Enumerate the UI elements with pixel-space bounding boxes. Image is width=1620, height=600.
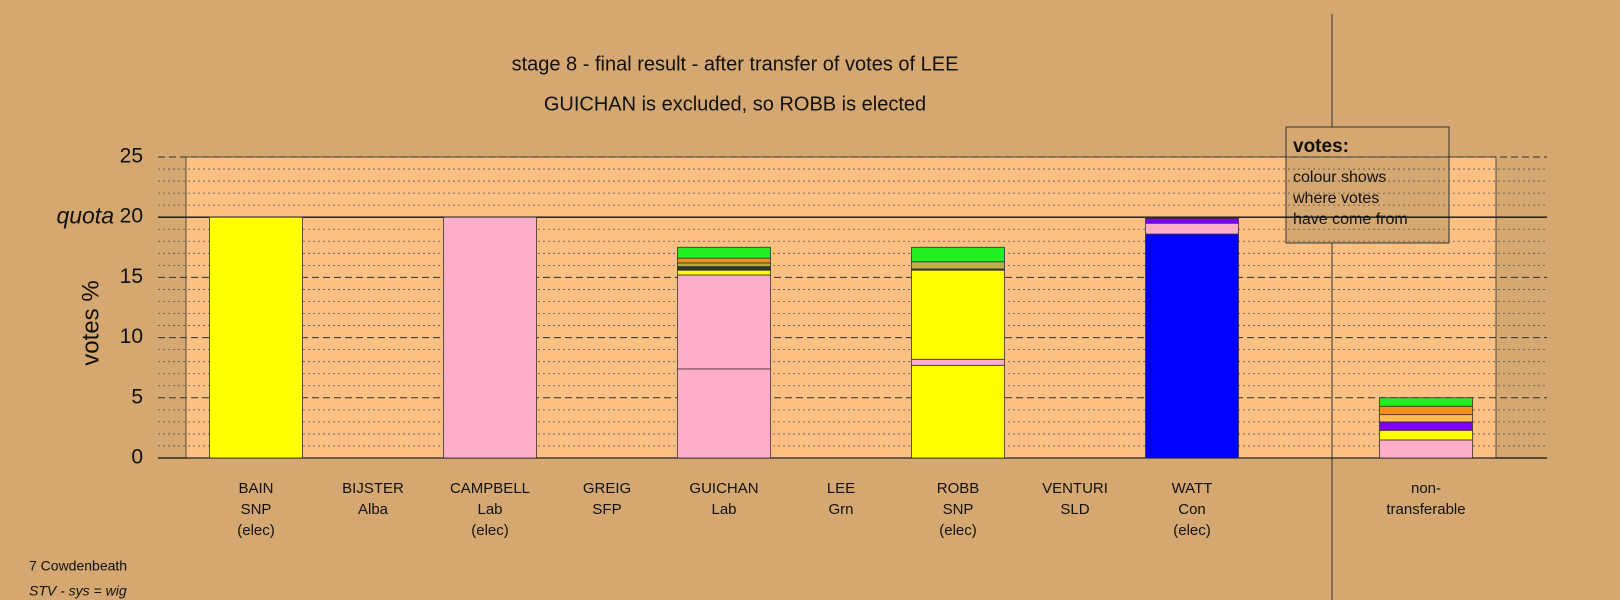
bar-segment <box>1145 222 1239 235</box>
x-tick-label: ROBB <box>937 480 980 497</box>
legend: votes: colour shows where votes have come … <box>1285 126 1450 244</box>
y-tick-label: 25 <box>120 145 143 168</box>
x-tick-label: SNP <box>943 501 974 518</box>
bar-segment <box>209 216 303 459</box>
y-axis-label: votes % <box>77 280 104 365</box>
legend-text: have come from <box>1293 211 1408 228</box>
bar-segment <box>911 358 1005 366</box>
bar-segment <box>677 262 771 267</box>
x-tick-label: WATT <box>1172 480 1213 497</box>
x-tick-label: (elec) <box>1173 522 1211 539</box>
bar-segment <box>677 246 771 259</box>
footer-text: 7 Cowdenbeath <box>29 558 127 574</box>
chart-subtitle: GUICHAN is excluded, so ROBB is elected <box>544 93 926 115</box>
plot-area <box>186 157 1496 458</box>
x-tick-label: SNP <box>241 501 272 518</box>
legend-title: votes: <box>1293 136 1349 157</box>
x-tick-label: Lab <box>477 501 502 518</box>
x-tick-label: SFP <box>592 501 621 518</box>
legend-text: colour shows <box>1293 169 1386 186</box>
bar-segment <box>1379 397 1473 407</box>
x-tick-label: Con <box>1178 501 1206 518</box>
x-tick-label: GUICHAN <box>689 480 758 497</box>
x-tick-label: (elec) <box>237 522 275 539</box>
bar-segment <box>677 368 771 459</box>
y-tick-label: 15 <box>120 265 143 288</box>
x-tick-label: non- <box>1411 480 1441 497</box>
x-tick-label: VENTURI <box>1042 480 1108 497</box>
y-tick-label: 20 <box>120 205 143 228</box>
x-tick-label: Alba <box>358 501 389 518</box>
x-tick-label: BIJSTER <box>342 480 404 497</box>
chart-title: stage 8 - final result - after transfer … <box>512 53 959 75</box>
bar-segment <box>911 364 1005 459</box>
x-tick-label: Lab <box>711 501 736 518</box>
bar-segment <box>1379 414 1473 423</box>
bar-segment <box>911 246 1005 263</box>
y-tick-label: 0 <box>131 446 143 469</box>
legend-box <box>1285 126 1450 244</box>
bar-segment <box>443 216 537 459</box>
y-tick-label: 10 <box>120 325 143 348</box>
x-tick-label: (elec) <box>471 522 509 539</box>
legend-text: where votes <box>1292 190 1379 207</box>
bar-segment <box>911 261 1005 270</box>
x-tick-label: BAIN <box>238 480 273 497</box>
quota-label: quota <box>56 202 114 228</box>
plot-border <box>185 156 1497 459</box>
y-tick-label: 5 <box>131 385 143 408</box>
x-tick-label: transferable <box>1386 501 1465 518</box>
bar-segment <box>1379 405 1473 416</box>
bar-segment <box>677 257 771 264</box>
bar-segment <box>1145 233 1239 459</box>
bar-segment <box>911 269 1005 360</box>
bar-segment <box>1379 439 1473 459</box>
bar-segment <box>1379 421 1473 431</box>
x-tick-label: CAMPBELL <box>450 480 530 497</box>
bar-segment <box>1145 218 1239 224</box>
bar-segment <box>677 274 771 370</box>
footer-text: STV - sys = wig <box>29 583 127 599</box>
x-tick-label: GREIG <box>583 480 631 497</box>
x-tick-label: (elec) <box>939 522 977 539</box>
x-tick-label: Grn <box>828 501 853 518</box>
x-tick-label: SLD <box>1060 501 1089 518</box>
bar-segment <box>677 269 771 276</box>
bar-segment <box>1379 429 1473 441</box>
x-tick-label: LEE <box>827 480 855 497</box>
bar-segment <box>677 266 771 271</box>
